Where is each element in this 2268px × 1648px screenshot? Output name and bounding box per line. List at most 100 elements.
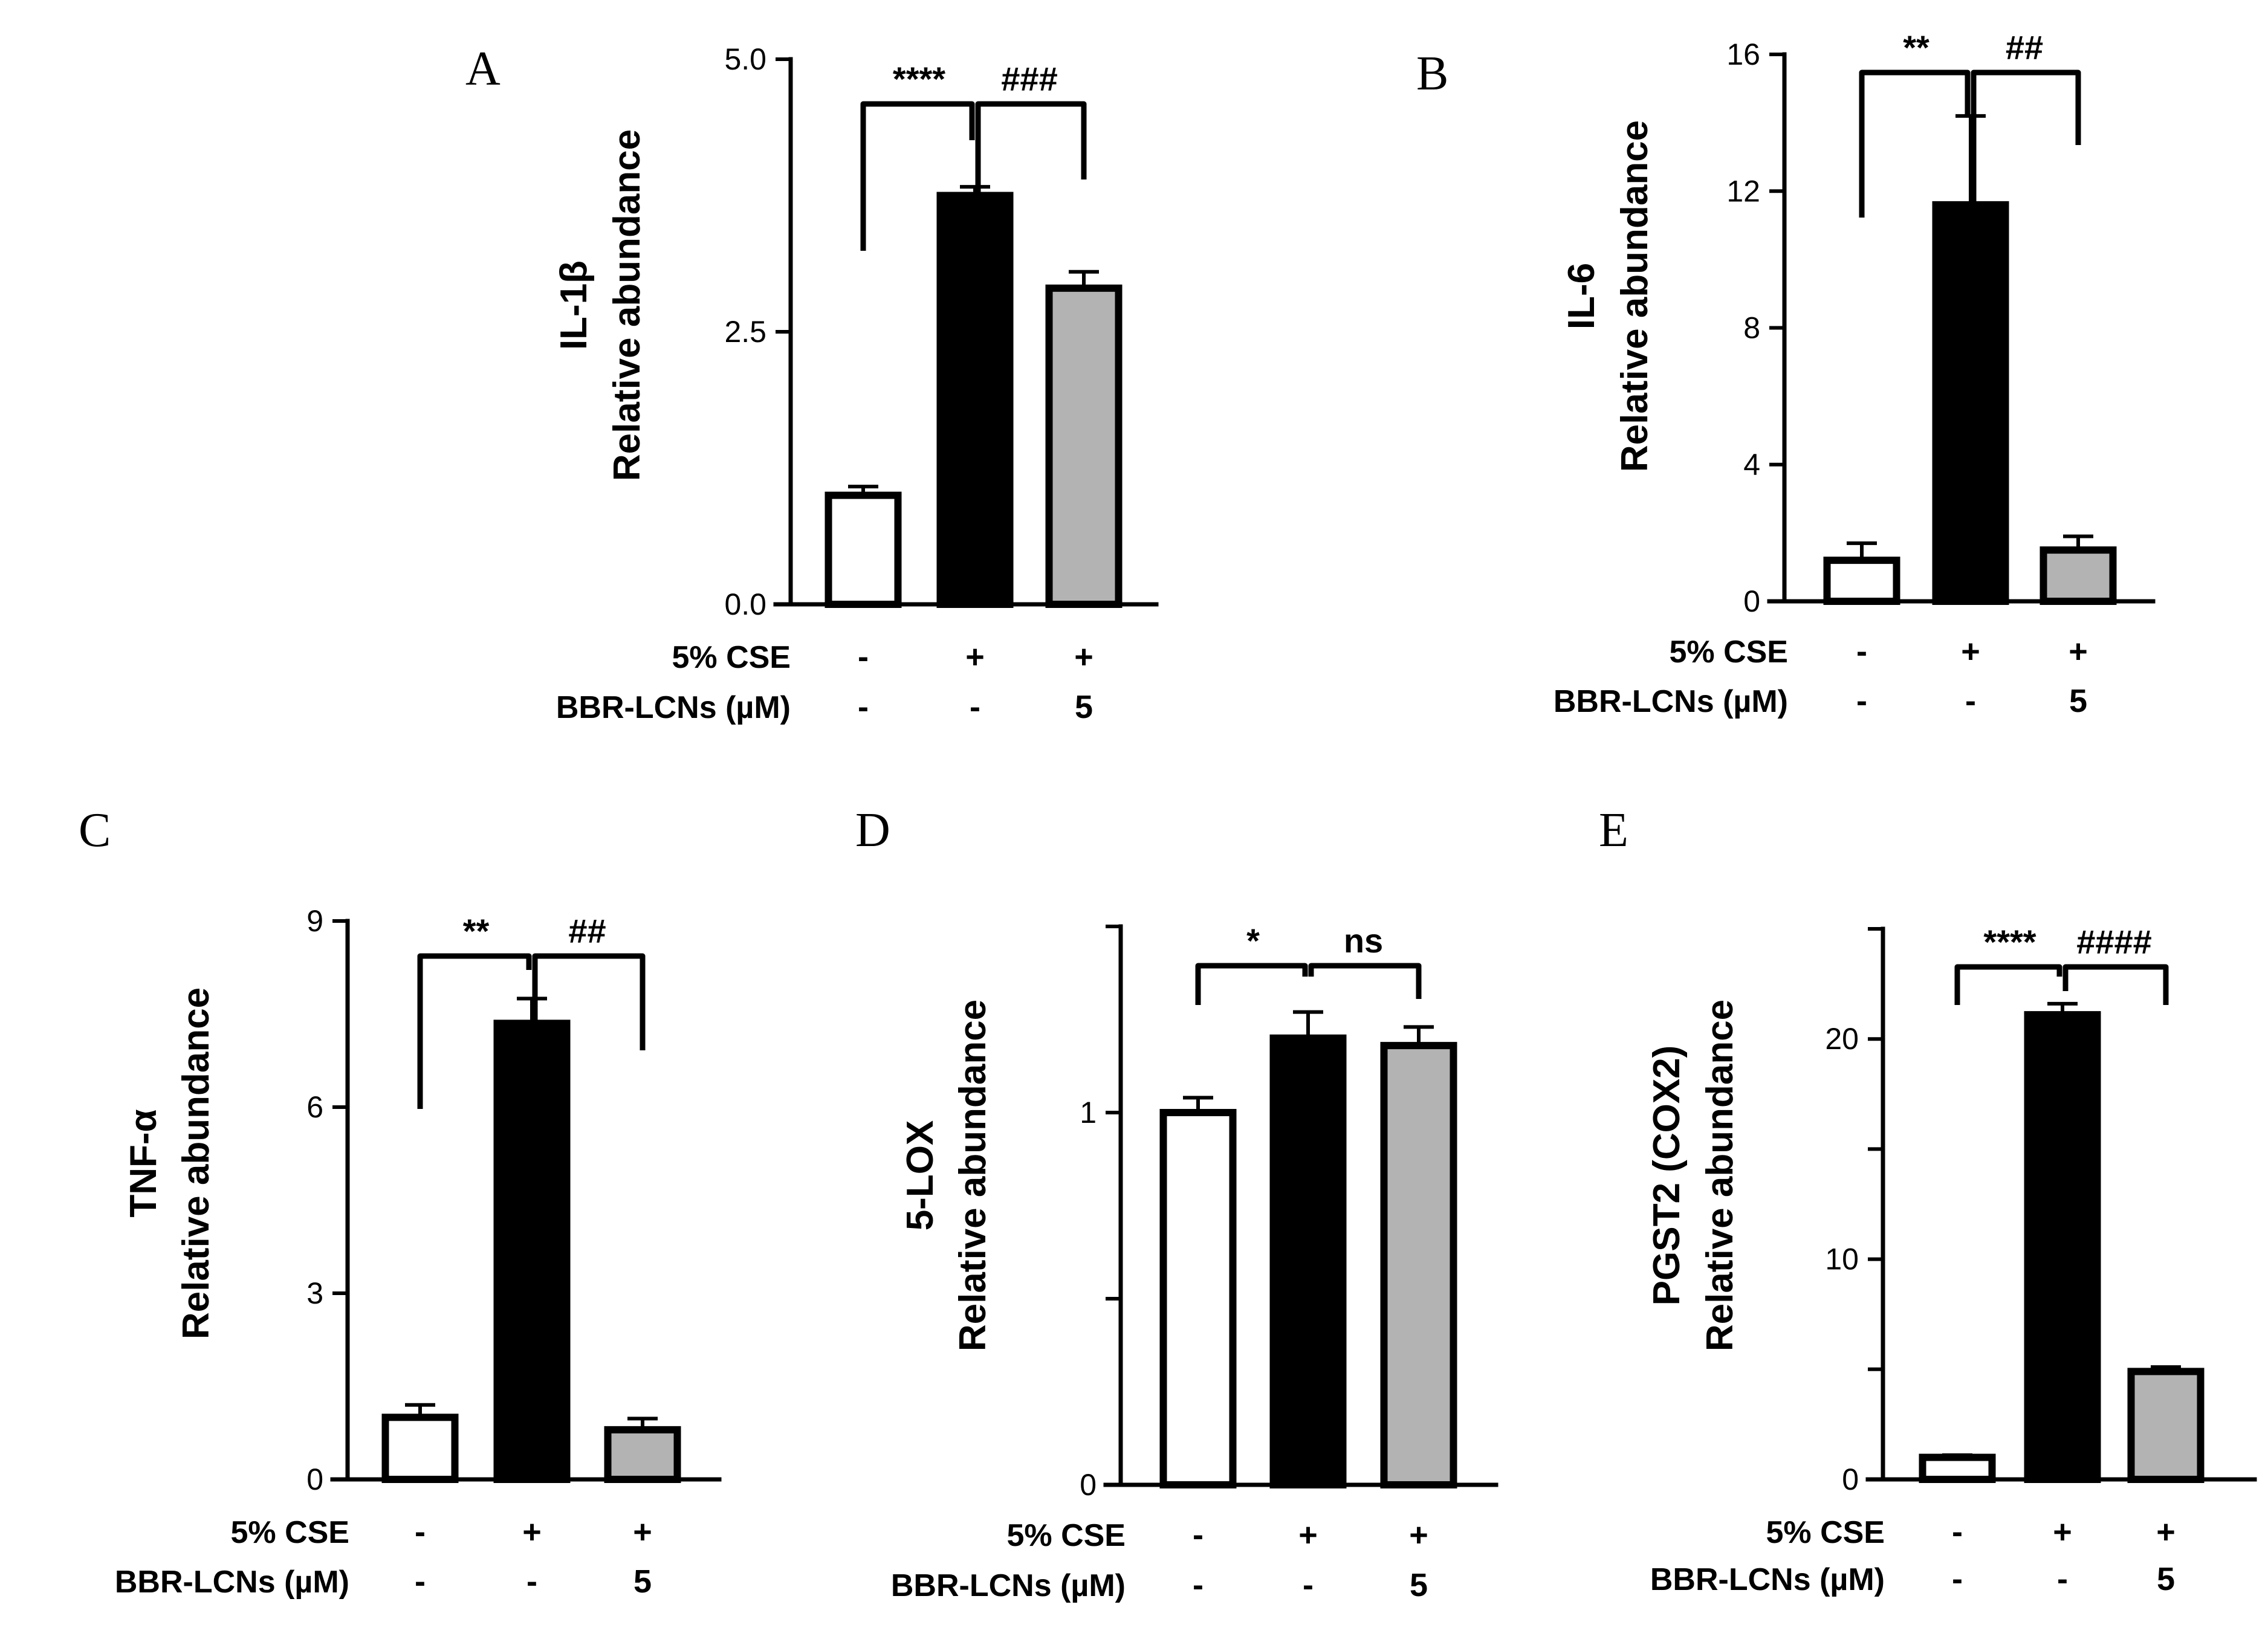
cse-row-label: 5% CSE — [1669, 635, 1788, 670]
y-tick-label: 0 — [306, 1462, 323, 1496]
y-axis-label: Relative abundance — [606, 129, 648, 481]
bar-2 — [1269, 1034, 1347, 1489]
y-axis-label: Relative abundance — [1699, 1000, 1741, 1351]
bbr-condition: - — [1952, 1561, 1963, 1597]
bbr-condition: - — [858, 689, 869, 725]
y-tick-label: 20 — [1825, 1022, 1859, 1056]
cse-condition: + — [2156, 1514, 2176, 1550]
error-bar-1 — [848, 485, 878, 496]
y-axis-label: Relative abundance — [175, 987, 217, 1339]
bbr-condition: - — [1303, 1567, 1314, 1603]
bbr-condition: - — [970, 689, 980, 725]
cse-condition: - — [858, 639, 869, 675]
bbr-row-label: BBR-LCNs (µM) — [1554, 684, 1788, 719]
y-axis-gene-label: TNF-α — [123, 1109, 164, 1217]
bar-2 — [2024, 1011, 2101, 1483]
significance-bracket — [417, 953, 532, 1109]
panel-letter: D — [855, 804, 890, 857]
bbr-condition: - — [2057, 1561, 2068, 1597]
cse-condition: + — [2053, 1514, 2072, 1550]
panel-letter: A — [465, 42, 501, 95]
bar-1 — [1823, 557, 1900, 605]
y-tick-label: 8 — [1743, 311, 1760, 345]
cse-row-label: 5% CSE — [672, 640, 791, 675]
bbr-condition: - — [1193, 1567, 1204, 1603]
cse-row-label: 5% CSE — [1006, 1518, 1126, 1553]
y-tick-label: 3 — [306, 1276, 323, 1310]
error-bar-2 — [960, 185, 990, 196]
significance-bracket — [532, 953, 646, 1050]
error-bar-3 — [1069, 270, 1099, 288]
y-tick-label: 0 — [1743, 584, 1760, 618]
bbr-row-label: BBR-LCNs (µM) — [556, 690, 791, 725]
bar-2 — [493, 1019, 571, 1483]
significance-label: ## — [2006, 28, 2043, 66]
bbr-condition: 5 — [1410, 1567, 1428, 1603]
panel-letter: E — [1599, 804, 1628, 857]
bar-1 — [1919, 1453, 1996, 1484]
y-axis-gene-label: 5-LOX — [899, 1120, 941, 1231]
error-bar-3 — [1404, 1025, 1434, 1046]
bar-3 — [604, 1426, 681, 1484]
significance-bracket — [975, 101, 1087, 251]
y-tick-label: 0 — [1080, 1468, 1097, 1502]
cse-condition: + — [965, 639, 985, 675]
error-bar-3 — [627, 1417, 658, 1430]
panel-letter: B — [1416, 47, 1448, 100]
cse-row-label: 5% CSE — [230, 1515, 349, 1550]
cse-condition: + — [633, 1514, 652, 1550]
y-axis-gene-label: IL-1β — [553, 260, 595, 350]
significance-bracket — [860, 101, 975, 251]
y-tick-label: 1 — [1080, 1096, 1097, 1129]
bbr-row-label: BBR-LCNs (µM) — [115, 1565, 349, 1600]
bbr-condition: 5 — [633, 1563, 652, 1600]
bbr-condition: - — [415, 1563, 426, 1600]
cse-condition: - — [1856, 633, 1867, 670]
bar-3 — [1380, 1042, 1457, 1488]
panel-c: C TNF-α Relative abundance 0 3 6 9 5% CSE BBR-LC… — [79, 804, 722, 1600]
panel-e: E PGST2 (COX2) Relative abundance 0 10 20 5% C… — [1599, 804, 2257, 1597]
significance-bracket — [1971, 69, 2081, 224]
bar-2 — [936, 192, 1014, 608]
bar-3 — [1045, 284, 1123, 608]
significance-label: **** — [1983, 923, 2036, 961]
bbr-condition: - — [526, 1563, 537, 1600]
panel-letter: C — [79, 804, 111, 857]
bar-1 — [381, 1414, 459, 1483]
cse-condition: + — [522, 1514, 542, 1550]
significance-label: ** — [1903, 28, 1929, 66]
significance-label: * — [1246, 922, 1260, 960]
bbr-condition: - — [1856, 683, 1867, 719]
error-bar-1 — [1847, 541, 1877, 561]
y-tick-label: 0.0 — [724, 587, 766, 621]
bar-1 — [1159, 1109, 1237, 1488]
cse-condition: + — [1074, 639, 1094, 675]
significance-bracket — [1859, 69, 1971, 218]
y-tick-label: 5.0 — [724, 42, 766, 76]
y-tick-label: 2.5 — [724, 315, 766, 349]
significance-bracket — [1308, 963, 1422, 999]
bar-3 — [2040, 546, 2117, 605]
y-tick-label: 9 — [306, 904, 323, 938]
bbr-condition: 5 — [2157, 1561, 2175, 1597]
significance-label: #### — [2076, 923, 2152, 961]
panel-b: B IL-6 Relative abundance 0 4 8 12 16 5% CSE BBR-… — [1416, 28, 2156, 719]
error-bar-2 — [2047, 1001, 2078, 1015]
y-tick-label: 6 — [306, 1090, 323, 1124]
bar-3 — [2127, 1368, 2205, 1484]
y-axis-label: Relative abundance — [952, 1000, 994, 1351]
cse-condition: - — [1193, 1517, 1204, 1553]
error-bar-1 — [1183, 1096, 1213, 1113]
error-bar-2 — [1293, 1010, 1323, 1038]
cse-condition: - — [415, 1514, 426, 1550]
cse-condition: + — [1961, 633, 1980, 670]
bar-2 — [1932, 201, 2009, 605]
significance-label: ### — [1001, 60, 1057, 98]
cse-condition: + — [2069, 633, 2088, 670]
y-axis-label: Relative abundance — [1614, 120, 1656, 472]
y-axis-gene-label: IL-6 — [1561, 263, 1602, 329]
error-bar-1 — [1942, 1453, 1972, 1458]
y-tick-label: 0 — [1842, 1462, 1859, 1496]
significance-label: **** — [893, 60, 945, 98]
